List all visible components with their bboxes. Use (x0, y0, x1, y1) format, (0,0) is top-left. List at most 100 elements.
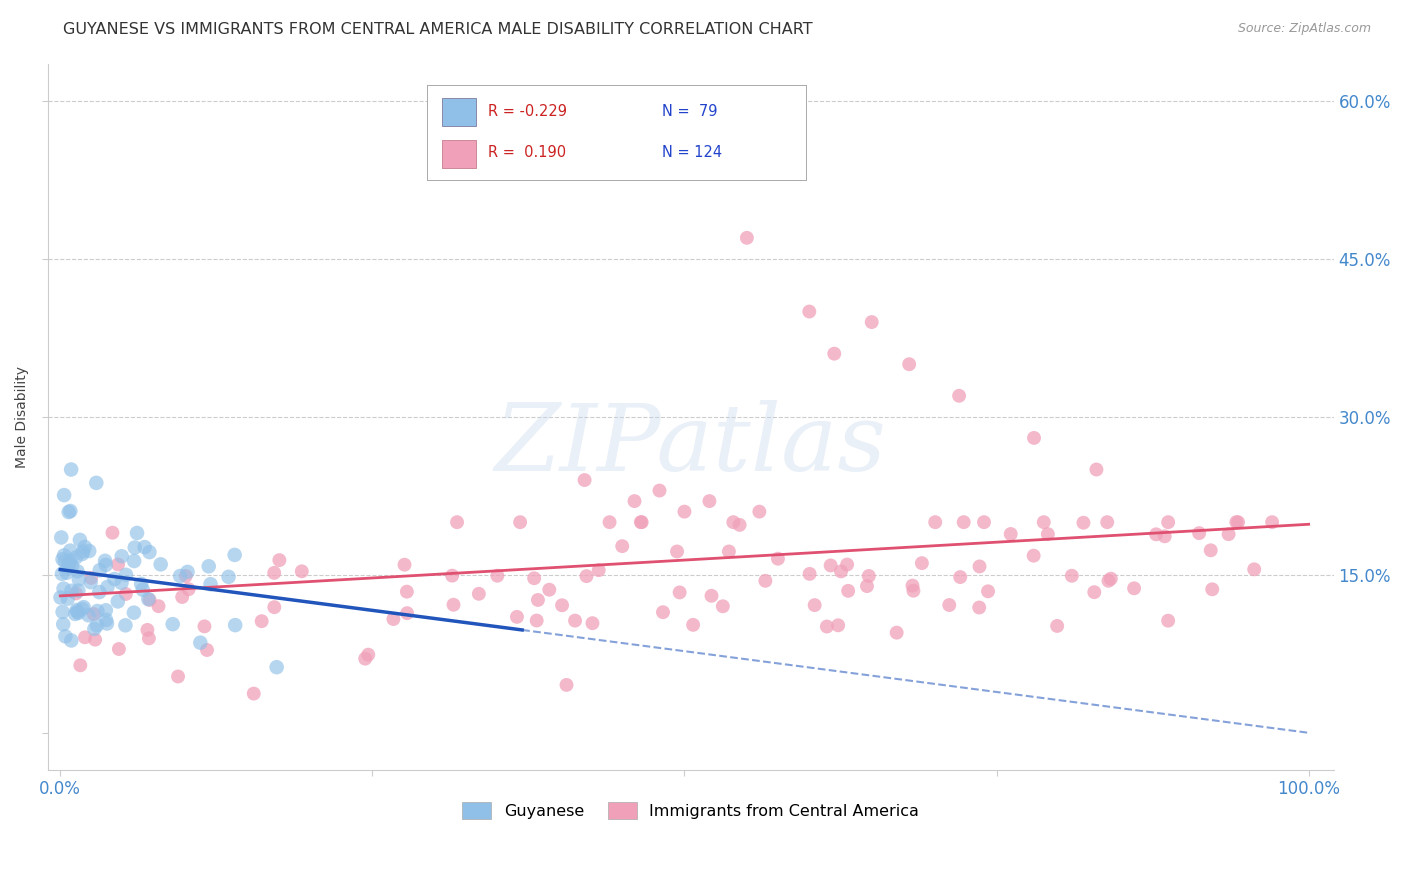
Point (1099, 572, 1122, 586)
Point (1157, 614, 1180, 628)
Point (648, 483, 671, 498)
Point (69, 533, 91, 547)
Text: ZIPatlas: ZIPatlas (495, 401, 887, 490)
Point (77, 608, 100, 623)
Point (65, 550, 87, 565)
Point (96, 580, 118, 594)
Point (122, 554, 145, 568)
Point (115, 567, 138, 582)
Point (148, 599, 170, 614)
Point (114, 618, 136, 632)
Point (53, 554, 76, 568)
Point (66, 565, 89, 579)
Point (1022, 549, 1045, 563)
Point (110, 575, 132, 590)
Point (1085, 462, 1108, 476)
Point (266, 660, 288, 674)
Point (96, 616, 118, 631)
Point (177, 582, 200, 597)
Point (1243, 562, 1265, 576)
Point (443, 598, 465, 612)
Point (49, 591, 72, 605)
Point (823, 346, 845, 360)
Point (949, 570, 972, 584)
Point (911, 556, 934, 570)
Point (52, 582, 75, 596)
Point (486, 568, 509, 582)
Point (242, 687, 264, 701)
Point (682, 617, 704, 632)
Point (506, 610, 529, 624)
Point (132, 582, 155, 597)
Point (652, 605, 675, 619)
Point (799, 304, 821, 318)
Point (60, 583, 83, 598)
Point (107, 594, 129, 608)
Point (837, 583, 859, 598)
Point (938, 598, 960, 612)
Point (263, 600, 285, 615)
Text: GUYANESE VS IMMIGRANTS FROM CENTRAL AMERICA MALE DISABILITY CORRELATION CHART: GUYANESE VS IMMIGRANTS FROM CENTRAL AMER… (63, 22, 813, 37)
Point (1022, 431, 1045, 445)
Point (58, 557, 80, 571)
Point (83, 622, 105, 636)
Point (72, 544, 94, 558)
Point (269, 553, 291, 567)
Point (114, 587, 136, 601)
Point (188, 635, 211, 649)
Point (973, 515, 995, 529)
Point (51, 566, 73, 581)
Point (886, 625, 908, 640)
Y-axis label: Male Disability: Male Disability (15, 366, 30, 468)
Point (103, 572, 125, 586)
Point (72, 602, 94, 616)
Point (1225, 515, 1247, 529)
Point (83, 607, 105, 621)
Point (66, 603, 89, 617)
Point (107, 558, 129, 572)
Point (1144, 527, 1167, 541)
Point (94, 558, 117, 572)
Point (51, 552, 73, 566)
Point (129, 577, 152, 591)
Point (108, 642, 131, 657)
Point (827, 618, 849, 632)
Point (717, 544, 740, 558)
Point (901, 579, 924, 593)
Point (754, 574, 776, 588)
Point (728, 517, 751, 532)
Point (60, 633, 83, 648)
Point (58, 505, 80, 519)
Point (60, 462, 83, 476)
Point (167, 669, 190, 683)
Point (94, 603, 117, 617)
Point (711, 599, 734, 614)
Point (58, 556, 80, 570)
Point (967, 600, 990, 615)
Point (138, 592, 160, 607)
Point (149, 558, 172, 572)
Point (172, 590, 194, 604)
Point (51, 531, 73, 545)
Point (67, 583, 90, 598)
Point (59, 543, 82, 558)
Point (53, 488, 76, 502)
Point (1218, 527, 1240, 541)
Point (623, 494, 645, 508)
Legend: Guyanese, Immigrants from Central America: Guyanese, Immigrants from Central Americ… (456, 796, 925, 825)
Point (263, 566, 285, 580)
Point (581, 616, 603, 631)
Point (224, 548, 246, 562)
Point (666, 544, 689, 558)
Point (69, 658, 91, 673)
Point (748, 505, 770, 519)
Point (124, 541, 146, 555)
Point (59, 553, 82, 567)
Point (803, 598, 825, 612)
Point (1060, 568, 1083, 582)
Point (952, 515, 974, 529)
Point (1227, 515, 1250, 529)
Point (59, 504, 82, 518)
Point (1261, 515, 1284, 529)
Point (111, 549, 134, 564)
